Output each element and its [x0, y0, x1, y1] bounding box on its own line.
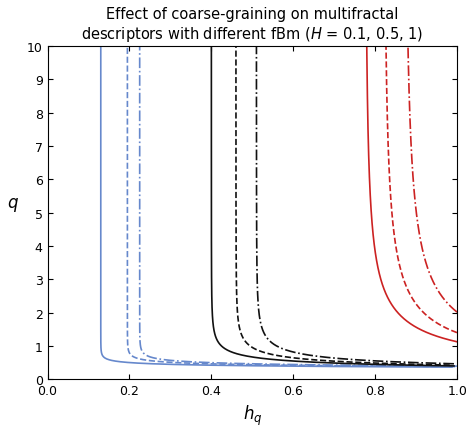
Title: Effect of coarse-graining on multifractal
descriptors with different fBm ($\math: Effect of coarse-graining on multifracta…: [81, 7, 423, 44]
Y-axis label: $q$: $q$: [7, 195, 19, 213]
X-axis label: $h_q$: $h_q$: [243, 403, 262, 427]
